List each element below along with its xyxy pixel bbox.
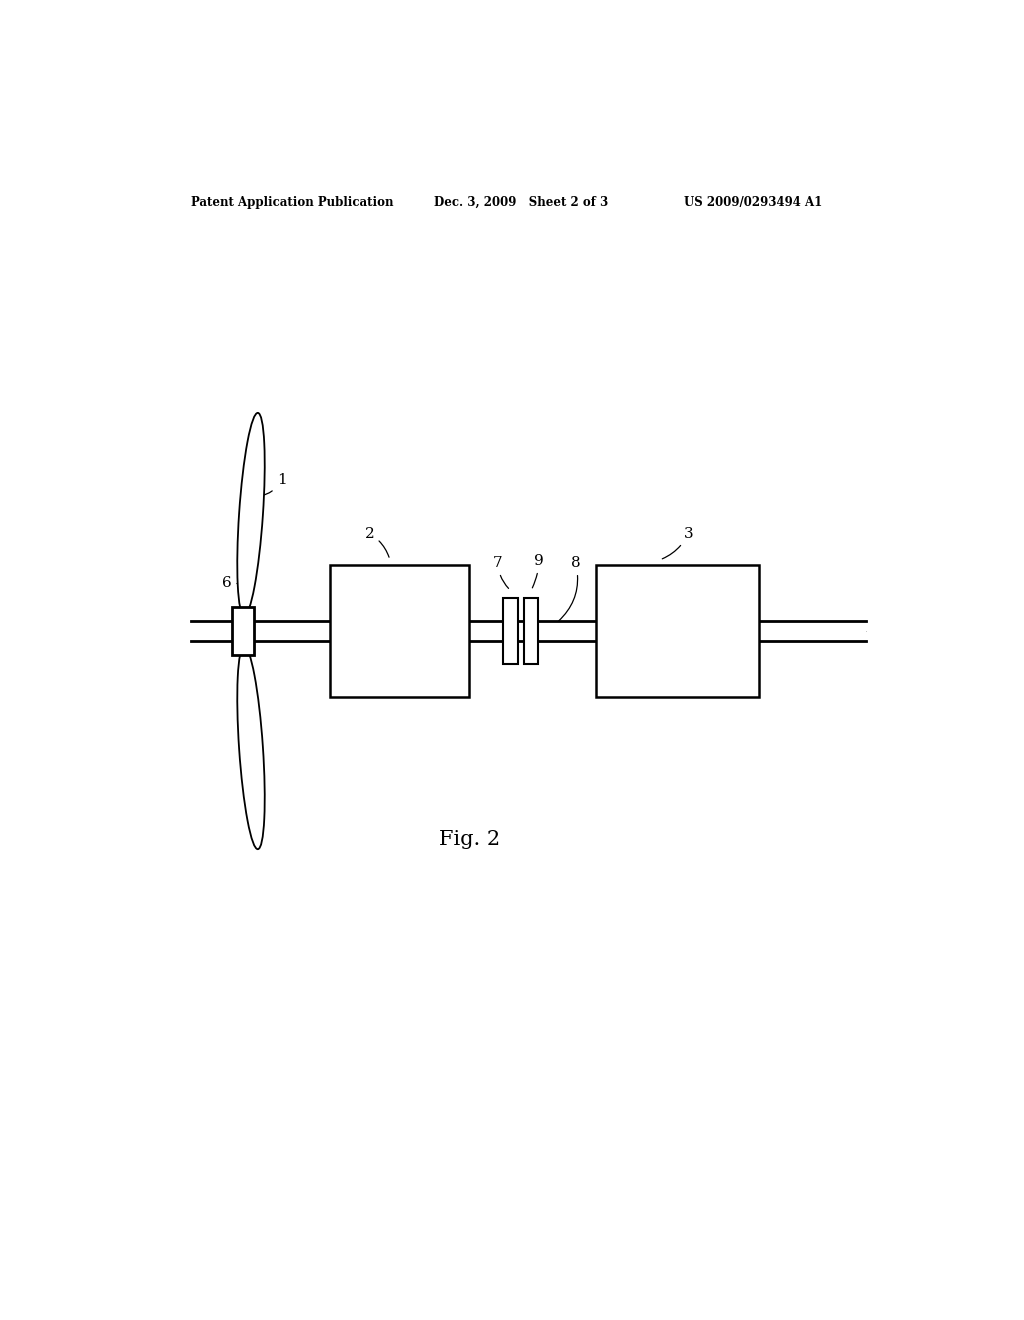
Text: 9: 9 — [532, 554, 544, 587]
Bar — [232, 607, 254, 656]
Bar — [596, 565, 759, 697]
Bar — [191, 620, 866, 642]
Text: 1: 1 — [259, 473, 287, 496]
Text: 8: 8 — [559, 556, 581, 620]
Text: Fig. 2: Fig. 2 — [438, 830, 500, 849]
Text: Patent Application Publication: Patent Application Publication — [191, 195, 394, 209]
Text: 2: 2 — [365, 527, 389, 557]
Text: 6: 6 — [221, 577, 243, 590]
Text: Dec. 3, 2009   Sheet 2 of 3: Dec. 3, 2009 Sheet 2 of 3 — [433, 195, 608, 209]
Ellipse shape — [238, 413, 265, 615]
Bar — [504, 598, 518, 664]
Bar — [331, 565, 469, 697]
Text: US 2009/0293494 A1: US 2009/0293494 A1 — [684, 195, 822, 209]
Ellipse shape — [238, 647, 265, 849]
Text: 3: 3 — [663, 527, 693, 558]
Text: 7: 7 — [494, 556, 509, 589]
Bar — [524, 598, 539, 664]
